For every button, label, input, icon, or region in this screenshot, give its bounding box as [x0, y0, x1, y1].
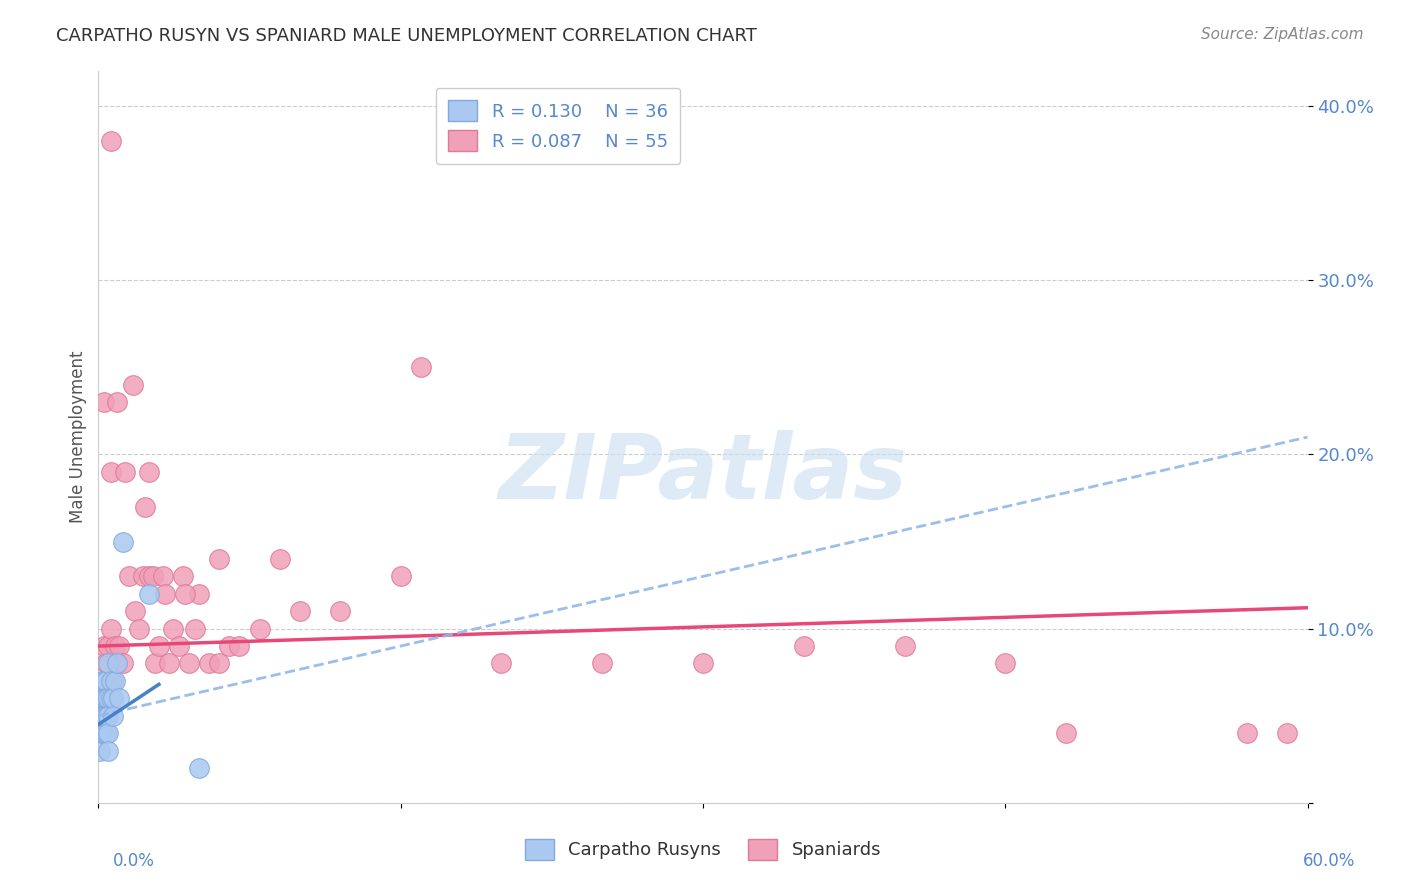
Point — [152, 569, 174, 583]
Point — [107, 639, 129, 653]
Point — [138, 587, 160, 601]
Point — [91, 708, 114, 723]
Point — [100, 465, 122, 479]
Point — [93, 691, 115, 706]
Point — [228, 639, 250, 653]
Point — [142, 569, 165, 583]
Point — [208, 552, 231, 566]
Point — [107, 691, 129, 706]
Point — [89, 708, 111, 723]
Point — [97, 657, 120, 671]
Point — [172, 569, 194, 583]
Point — [103, 673, 125, 688]
Point — [121, 377, 143, 392]
Point — [89, 743, 111, 757]
Point — [269, 552, 291, 566]
Point — [148, 639, 170, 653]
Point — [97, 691, 120, 706]
Point — [105, 657, 128, 671]
Point — [103, 639, 125, 653]
Point — [157, 657, 180, 671]
Point — [93, 673, 115, 688]
Point — [409, 360, 432, 375]
Point — [134, 500, 156, 514]
Point — [96, 657, 118, 671]
Point — [96, 691, 118, 706]
Point — [138, 569, 160, 583]
Point — [97, 639, 120, 653]
Point — [96, 708, 118, 723]
Point — [89, 691, 111, 706]
Point — [96, 691, 118, 706]
Point — [97, 726, 120, 740]
Point — [174, 587, 197, 601]
Text: ZIPatlas: ZIPatlas — [499, 430, 907, 517]
Point — [218, 639, 240, 653]
Point — [97, 743, 120, 757]
Point — [249, 622, 271, 636]
Point — [132, 569, 155, 583]
Point — [91, 691, 114, 706]
Point — [179, 657, 201, 671]
Point — [91, 708, 114, 723]
Point — [111, 657, 134, 671]
Point — [188, 587, 211, 601]
Point — [91, 673, 114, 688]
Point — [138, 465, 160, 479]
Point — [91, 691, 114, 706]
Point — [692, 657, 714, 671]
Point — [793, 639, 815, 653]
Point — [100, 673, 122, 688]
Point — [329, 604, 352, 618]
Point — [591, 657, 613, 671]
Point — [128, 622, 150, 636]
Point — [93, 395, 115, 409]
Text: 60.0%: 60.0% — [1302, 852, 1355, 870]
Point — [101, 673, 124, 688]
Point — [100, 134, 122, 148]
Point — [93, 639, 115, 653]
Point — [91, 726, 114, 740]
Point — [96, 673, 118, 688]
Point — [111, 534, 134, 549]
Point — [188, 761, 211, 775]
Point — [101, 691, 124, 706]
Point — [1054, 726, 1077, 740]
Point — [93, 726, 115, 740]
Point — [162, 622, 184, 636]
Point — [96, 726, 118, 740]
Point — [143, 657, 166, 671]
Point — [89, 726, 111, 740]
Point — [184, 622, 207, 636]
Point — [208, 657, 231, 671]
Point — [198, 657, 221, 671]
Point — [124, 604, 146, 618]
Point — [1236, 726, 1258, 740]
Y-axis label: Male Unemployment: Male Unemployment — [69, 351, 87, 524]
Point — [101, 708, 124, 723]
Point — [288, 604, 311, 618]
Legend: Carpatho Rusyns, Spaniards: Carpatho Rusyns, Spaniards — [517, 831, 889, 867]
Point — [93, 708, 115, 723]
Text: CARPATHO RUSYN VS SPANIARD MALE UNEMPLOYMENT CORRELATION CHART: CARPATHO RUSYN VS SPANIARD MALE UNEMPLOY… — [56, 27, 756, 45]
Point — [114, 465, 136, 479]
Point — [153, 587, 176, 601]
Point — [100, 691, 122, 706]
Point — [994, 657, 1017, 671]
Point — [167, 639, 190, 653]
Point — [118, 569, 141, 583]
Point — [1277, 726, 1299, 740]
Point — [491, 657, 513, 671]
Point — [105, 657, 128, 671]
Point — [96, 708, 118, 723]
Point — [93, 708, 115, 723]
Point — [100, 622, 122, 636]
Point — [389, 569, 412, 583]
Text: 0.0%: 0.0% — [112, 852, 155, 870]
Point — [97, 708, 120, 723]
Point — [105, 395, 128, 409]
Point — [893, 639, 915, 653]
Text: Source: ZipAtlas.com: Source: ZipAtlas.com — [1201, 27, 1364, 42]
